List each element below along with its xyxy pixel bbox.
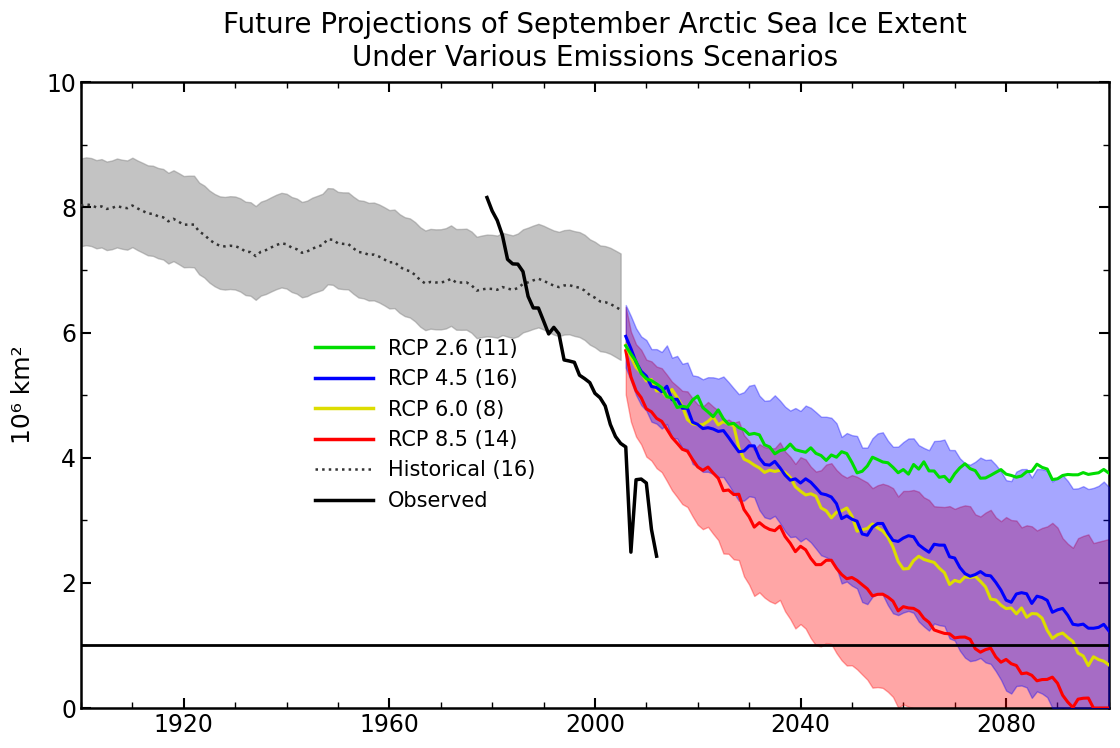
Legend: RCP 2.6 (11), RCP 4.5 (16), RCP 6.0 (8), RCP 8.5 (14), Historical (16), Observed: RCP 2.6 (11), RCP 4.5 (16), RCP 6.0 (8),… [307, 331, 543, 519]
Title: Future Projections of September Arctic Sea Ice Extent
Under Various Emissions Sc: Future Projections of September Arctic S… [223, 11, 967, 72]
Y-axis label: 10⁶ km²: 10⁶ km² [11, 346, 35, 444]
